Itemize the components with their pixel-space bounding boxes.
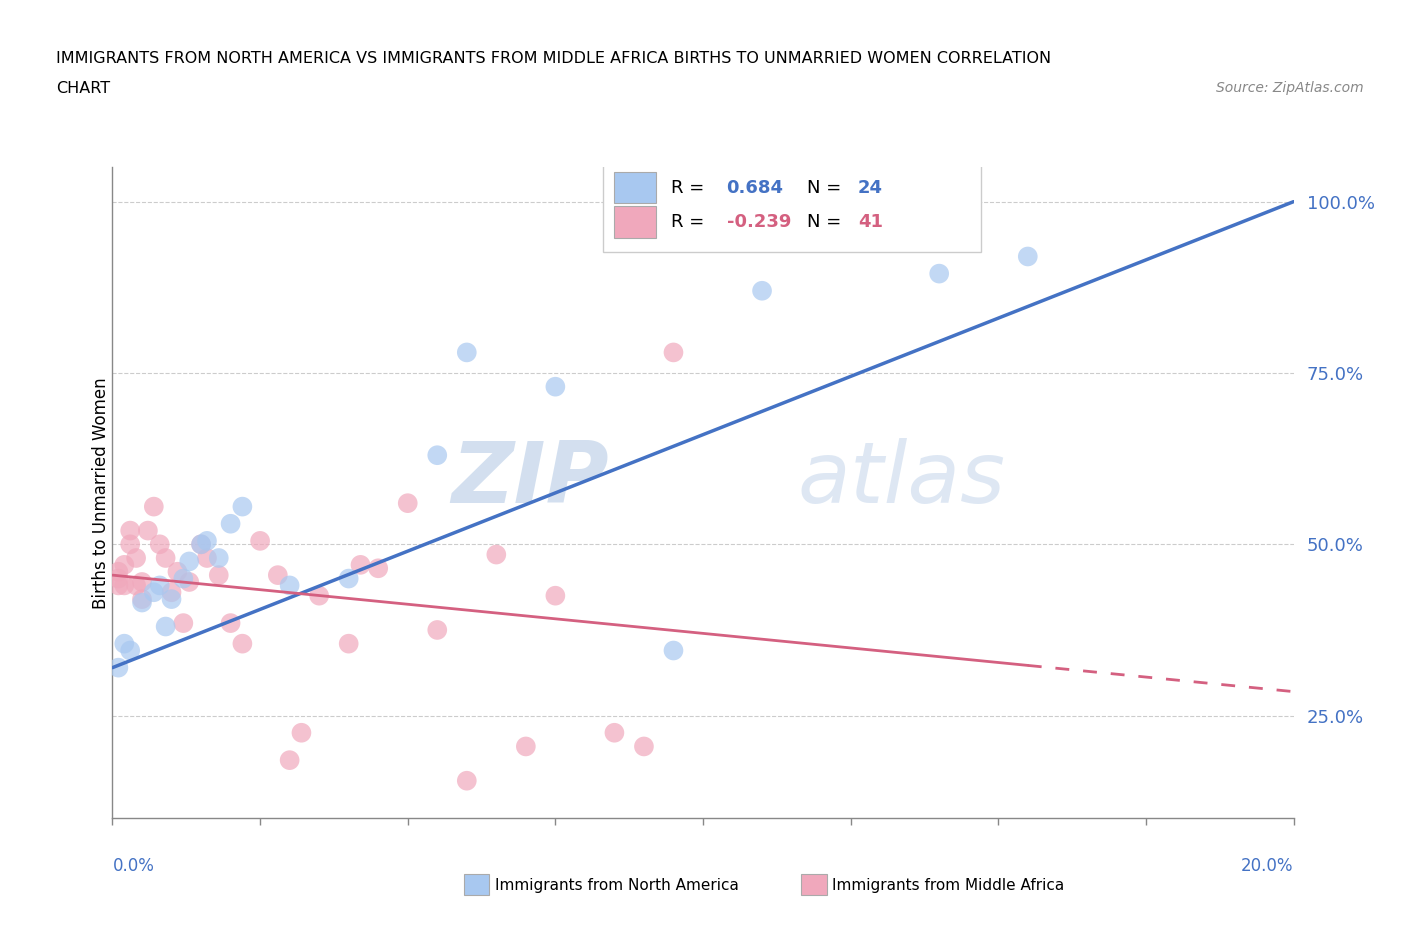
Point	[231, 636, 253, 651]
Point	[1017, 249, 1039, 264]
Point	[603, 725, 626, 740]
Point	[267, 567, 290, 582]
Point	[544, 589, 567, 604]
Point	[166, 565, 188, 579]
Point	[190, 537, 212, 551]
Point	[190, 537, 212, 551]
Point	[367, 561, 389, 576]
Text: 20.0%: 20.0%	[1241, 857, 1294, 875]
Text: CHART: CHART	[56, 81, 110, 96]
Point	[219, 516, 242, 531]
Point	[633, 739, 655, 754]
Point	[142, 499, 165, 514]
Point	[179, 554, 201, 569]
Point	[231, 499, 253, 514]
Point	[208, 551, 231, 565]
Point	[179, 575, 201, 590]
Point	[107, 578, 129, 592]
Point	[125, 551, 148, 565]
Text: ZIP: ZIP	[451, 438, 609, 522]
FancyBboxPatch shape	[614, 206, 655, 238]
Point	[149, 537, 172, 551]
Point	[456, 345, 478, 360]
Point	[195, 551, 218, 565]
Point	[195, 534, 218, 549]
Point	[349, 557, 371, 572]
Point	[456, 773, 478, 788]
Point	[155, 551, 177, 565]
Point	[396, 496, 419, 511]
FancyBboxPatch shape	[614, 172, 655, 204]
Point	[107, 571, 129, 586]
Point	[544, 379, 567, 394]
Point	[485, 547, 508, 562]
Point	[426, 447, 449, 462]
Point	[149, 578, 172, 592]
Text: 24: 24	[858, 179, 883, 196]
Point	[249, 534, 271, 549]
Point	[112, 636, 135, 651]
Point	[131, 575, 153, 590]
Point	[308, 589, 330, 604]
Point	[426, 622, 449, 637]
Point	[131, 595, 153, 610]
Point	[160, 585, 183, 600]
Point	[208, 567, 231, 582]
Point	[219, 616, 242, 631]
Point	[107, 660, 129, 675]
Text: 0.684: 0.684	[727, 179, 783, 196]
Point	[337, 636, 360, 651]
Text: IMMIGRANTS FROM NORTH AMERICA VS IMMIGRANTS FROM MIDDLE AFRICA BIRTHS TO UNMARRI: IMMIGRANTS FROM NORTH AMERICA VS IMMIGRA…	[56, 51, 1052, 66]
Point	[751, 284, 773, 299]
Text: R =: R =	[671, 213, 710, 231]
Point	[136, 524, 159, 538]
Point	[160, 591, 183, 606]
Point	[662, 643, 685, 658]
Point	[515, 739, 537, 754]
Point	[107, 565, 129, 579]
Point	[120, 537, 142, 551]
Y-axis label: Births to Unmarried Women: Births to Unmarried Women	[93, 377, 110, 609]
FancyBboxPatch shape	[603, 165, 980, 252]
Point	[337, 571, 360, 586]
Text: Source: ZipAtlas.com: Source: ZipAtlas.com	[1216, 81, 1364, 95]
Point	[125, 578, 148, 592]
Point	[172, 571, 194, 586]
Text: 41: 41	[858, 213, 883, 231]
Point	[290, 725, 312, 740]
Text: N =: N =	[807, 213, 846, 231]
Point	[131, 591, 153, 606]
Text: N =: N =	[807, 179, 846, 196]
Text: 0.0%: 0.0%	[112, 857, 155, 875]
Point	[112, 578, 135, 592]
Text: Immigrants from Middle Africa: Immigrants from Middle Africa	[832, 878, 1064, 893]
Text: atlas: atlas	[797, 438, 1005, 522]
Point	[172, 616, 194, 631]
Point	[928, 266, 950, 281]
Point	[155, 619, 177, 634]
Text: -0.239: -0.239	[727, 213, 792, 231]
Point	[278, 752, 301, 767]
Text: R =: R =	[671, 179, 710, 196]
Point	[112, 557, 135, 572]
Point	[120, 643, 142, 658]
Point	[120, 524, 142, 538]
Point	[278, 578, 301, 592]
Point	[662, 345, 685, 360]
Point	[142, 585, 165, 600]
Text: Immigrants from North America: Immigrants from North America	[495, 878, 738, 893]
